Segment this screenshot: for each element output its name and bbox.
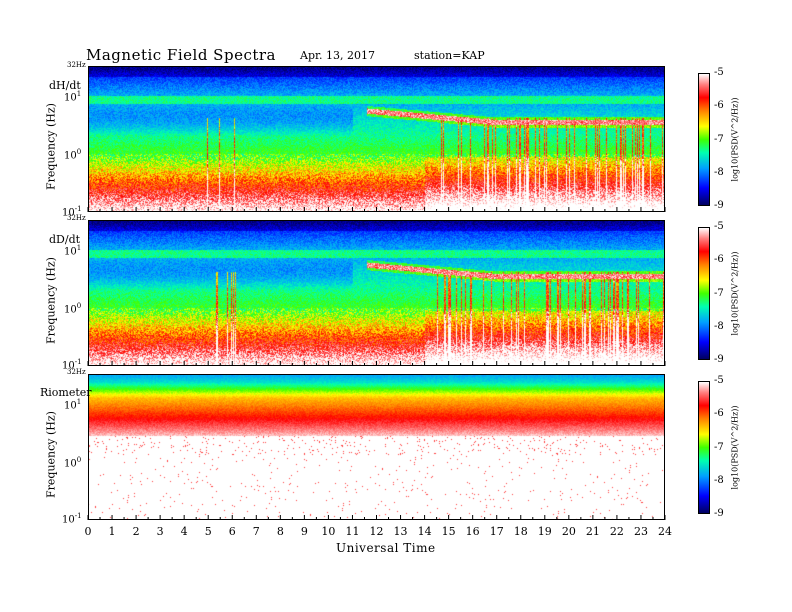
x-tick-label: 20 — [561, 525, 576, 538]
x-tick-label: 11 — [345, 525, 360, 538]
x-tick-label: 9 — [300, 525, 308, 538]
colorbar — [698, 73, 710, 206]
ytick-10-0: 100 — [64, 302, 82, 316]
spectrogram-heatmap-dddt — [88, 220, 665, 366]
x-tick-label: 4 — [180, 525, 188, 538]
x-tick-label: 7 — [252, 525, 260, 538]
spectrogram-heatmap-dhdt — [88, 66, 665, 212]
x-tick-label: 3 — [156, 525, 164, 538]
chart-title: Magnetic Field Spectra — [86, 46, 276, 64]
colorbar — [698, 381, 710, 514]
colorbar-tick: -8 — [714, 321, 724, 332]
colorbar-tick: -5 — [714, 67, 724, 78]
x-tick-label: 8 — [276, 525, 284, 538]
colorbar-tick: -7 — [714, 442, 724, 453]
top-frequency-label: 32Hz — [67, 214, 86, 222]
ytick-10-0: 100 — [64, 148, 82, 162]
ytick-10-1: 101 — [64, 90, 82, 104]
colorbar-tick: -9 — [714, 354, 724, 365]
ytick-10-1: 101 — [64, 244, 82, 258]
x-tick-label: 0 — [84, 525, 92, 538]
x-tick-label: 14 — [417, 525, 432, 538]
top-frequency-label: 32Hz — [67, 368, 86, 376]
panel-label-riometer: Riometer — [40, 386, 92, 399]
colorbar-tick: -8 — [714, 475, 724, 486]
x-tick-label: 24 — [658, 525, 672, 538]
colorbar-tick: -7 — [714, 288, 724, 299]
colorbar-tick: -7 — [714, 134, 724, 145]
ytick-10-minus1: 10-1 — [62, 358, 82, 372]
x-tick-label: 6 — [228, 525, 236, 538]
x-tick-label: 15 — [441, 525, 456, 538]
x-tick-label: 22 — [609, 525, 624, 538]
spectrogram-heatmap-riometer — [88, 374, 665, 520]
x-tick-label: 1 — [108, 525, 116, 538]
x-tick-label: 23 — [633, 525, 648, 538]
ytick-10-minus1: 10-1 — [62, 512, 82, 526]
panel-label-dddt: dD/dt — [49, 233, 81, 246]
colorbar-tick: -5 — [714, 375, 724, 386]
colorbar-tick: -6 — [714, 408, 724, 419]
x-tick-label: 5 — [204, 525, 212, 538]
colorbar-tick: -6 — [714, 100, 724, 111]
colorbar-tick: -5 — [714, 221, 724, 232]
x-tick-label: 12 — [369, 525, 384, 538]
ytick-10-minus1: 10-1 — [62, 205, 82, 219]
x-tick-label: 18 — [513, 525, 528, 538]
top-frequency-label: 32Hz — [67, 61, 86, 69]
x-axis-label: Universal Time — [336, 541, 436, 555]
ytick-10-0: 100 — [64, 456, 82, 470]
colorbar-tick: -9 — [714, 508, 724, 519]
panel-label-dhdt: dH/dt — [49, 79, 81, 92]
colorbar-tick: -6 — [714, 254, 724, 265]
ytick-10-1: 101 — [64, 398, 82, 412]
x-tick-label: 13 — [393, 525, 408, 538]
colorbar-tick: -9 — [714, 200, 724, 211]
colorbar — [698, 227, 710, 360]
x-tick-label: 16 — [465, 525, 480, 538]
x-tick-label: 19 — [537, 525, 552, 538]
station-label: station=KAP — [414, 49, 485, 62]
x-tick-label: 21 — [585, 525, 600, 538]
x-tick-label: 17 — [489, 525, 504, 538]
x-tick-label: 10 — [321, 525, 336, 538]
chart-date: Apr. 13, 2017 — [300, 49, 376, 62]
colorbar-tick: -8 — [714, 167, 724, 178]
x-tick-label: 2 — [132, 525, 140, 538]
